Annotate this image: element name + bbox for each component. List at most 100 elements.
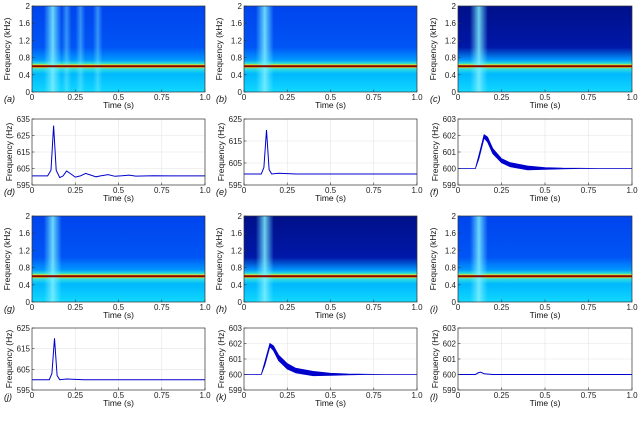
x-axis-label: Time (s) [315, 193, 346, 203]
y-tick-label: 2 [238, 2, 243, 11]
y-tick-label: 599 [229, 386, 243, 395]
panel-i: 0 0.25 0.5 0.75 1.0 0 0.4 0.8 1.2 1.6 2 Time (s) Fre… [428, 212, 638, 320]
y-tick-label: 603 [229, 324, 243, 333]
plot-area [458, 328, 632, 390]
y-tick-label: 603 [443, 115, 457, 124]
x-tick-label: 0.25 [494, 303, 510, 312]
y-tick-label: 0.4 [19, 281, 31, 290]
x-axis-label: Time (s) [530, 100, 561, 110]
y-tick-label: 2 [26, 212, 31, 221]
plot-area [458, 216, 632, 302]
x-axis-label: Time (s) [315, 310, 346, 320]
x-tick-label: 0.25 [67, 93, 83, 102]
x-tick-label: 0.25 [67, 391, 83, 400]
y-tick-label: 600 [443, 165, 457, 174]
y-axis-label: Frequency (Hz) [216, 123, 226, 182]
x-tick-label: 0.25 [279, 391, 295, 400]
x-tick-label: 0.5 [539, 186, 551, 195]
y-tick-label: 1.2 [231, 36, 243, 45]
transient-burst [43, 216, 62, 302]
y-axis-label: Frequency (kHz) [2, 17, 12, 80]
x-tick-label: 0.75 [366, 391, 382, 400]
x-tick-label: 0.5 [325, 303, 337, 312]
panel-label: (f) [430, 187, 439, 197]
y-axis-label: Frequency (Hz) [430, 330, 440, 389]
x-tick-label: 1.0 [626, 391, 638, 400]
y-axis-label: Frequency (kHz) [428, 227, 438, 290]
y-tick-label: 595 [17, 181, 31, 190]
x-tick-label: 1.0 [626, 303, 638, 312]
y-tick-label: 605 [229, 159, 243, 168]
y-tick-label: 0.4 [445, 71, 457, 80]
x-tick-label: 0.25 [67, 303, 83, 312]
x-tick-label: 0.75 [581, 186, 597, 195]
y-tick-label: 0.8 [19, 264, 31, 273]
y-tick-label: 2 [238, 212, 243, 221]
x-tick-label: 0.75 [154, 186, 170, 195]
x-axis-label: Time (s) [103, 310, 134, 320]
y-tick-label: 601 [443, 148, 457, 157]
x-tick-label: 0 [30, 186, 35, 195]
panel-k: 0 0.25 0.5 0.75 1.0 599 600 601 602 603 Time (s) Fr… [216, 324, 423, 408]
x-tick-label: 0.75 [366, 186, 382, 195]
y-tick-label: 615 [229, 137, 243, 146]
x-tick-label: 0.25 [494, 93, 510, 102]
y-tick-label: 0.4 [231, 281, 243, 290]
x-tick-label: 0.5 [325, 186, 337, 195]
y-tick-label: 599 [443, 181, 457, 190]
y-tick-label: 0.4 [19, 71, 31, 80]
y-tick-label: 1.6 [445, 229, 457, 238]
panel-f: 0 0.25 0.5 0.75 1.0 599 600 601 602 603 Time (s) Fr… [430, 115, 638, 203]
plot-area [244, 328, 417, 390]
series-envelope [458, 134, 632, 171]
x-tick-label: 0.75 [154, 391, 170, 400]
y-tick-label: 595 [17, 386, 31, 395]
x-tick-label: 0.25 [279, 186, 295, 195]
panel-label: (c) [430, 94, 441, 104]
transient-burst [255, 6, 274, 92]
y-axis-label: Frequency (kHz) [214, 227, 224, 290]
y-tick-label: 0 [452, 298, 457, 307]
y-axis-label: Frequency (kHz) [428, 17, 438, 80]
y-tick-label: 1.6 [231, 19, 243, 28]
x-axis-label: Time (s) [530, 193, 561, 203]
y-tick-label: 2 [26, 2, 31, 11]
y-tick-label: 1.6 [19, 19, 31, 28]
x-tick-label: 0.5 [539, 93, 551, 102]
series-line [32, 338, 205, 381]
x-tick-label: 0.75 [154, 93, 170, 102]
y-tick-label: 1.6 [19, 229, 31, 238]
x-axis-label: Time (s) [315, 100, 346, 110]
plot-area [244, 119, 417, 185]
y-tick-label: 0.8 [445, 264, 457, 273]
y-tick-label: 615 [17, 345, 31, 354]
panel-e: 0 0.25 0.5 0.75 1.0 595 605 615 625 Time (s) Frequ… [216, 115, 423, 203]
y-tick-label: 1.2 [231, 246, 243, 255]
series-envelope [244, 342, 417, 377]
y-tick-label: 603 [443, 324, 457, 333]
transient-burst [469, 6, 488, 92]
transient-burst [43, 6, 62, 92]
transient-burst [469, 216, 488, 302]
x-axis-label: Time (s) [530, 310, 561, 320]
y-tick-label: 602 [229, 340, 243, 349]
x-tick-label: 0.5 [539, 391, 551, 400]
y-tick-label: 0 [238, 88, 243, 97]
x-tick-label: 0 [456, 186, 461, 195]
y-tick-label: 601 [443, 355, 457, 364]
y-tick-label: 0 [26, 298, 31, 307]
y-tick-label: 0.8 [445, 54, 457, 63]
panel-label: (g) [4, 304, 15, 314]
x-tick-label: 1.0 [411, 186, 423, 195]
y-tick-label: 625 [17, 324, 31, 333]
y-tick-label: 1.6 [445, 19, 457, 28]
panel-label: (l) [430, 392, 438, 402]
x-tick-label: 0.5 [113, 391, 125, 400]
x-tick-label: 1.0 [199, 303, 211, 312]
y-tick-label: 0 [238, 298, 243, 307]
x-tick-label: 1.0 [626, 186, 638, 195]
y-tick-label: 605 [17, 365, 31, 374]
x-tick-label: 0 [30, 93, 35, 102]
x-tick-label: 0.75 [366, 93, 382, 102]
y-axis-label: Frequency (Hz) [430, 123, 440, 182]
